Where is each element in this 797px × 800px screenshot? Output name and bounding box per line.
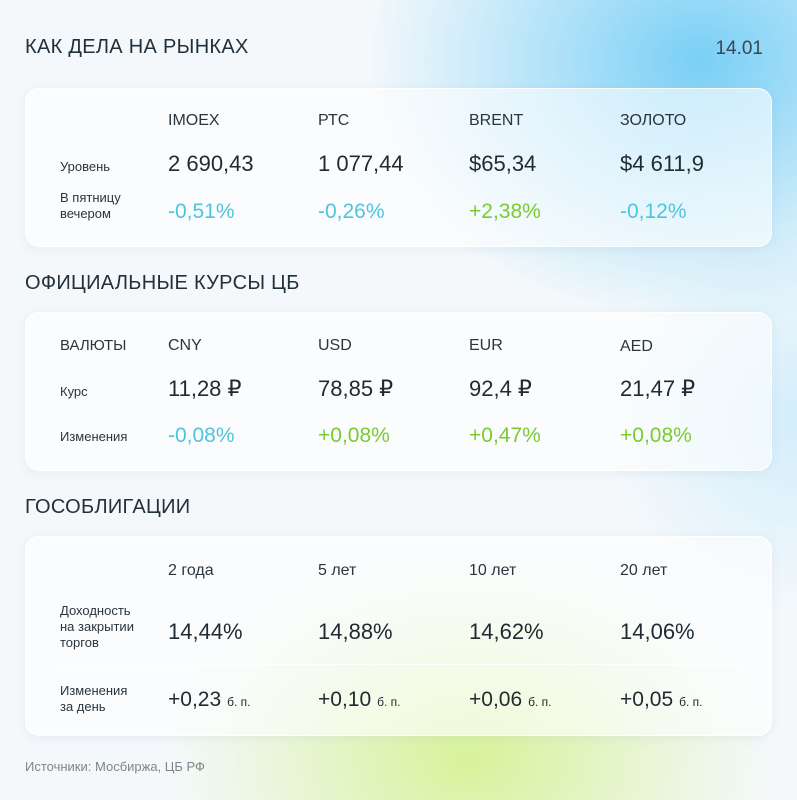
- yield-value-20y: 14,06%: [620, 619, 695, 644]
- column-header-aed: AED: [620, 338, 653, 355]
- page-title: КАК ДЕЛА НА РЫНКАХ: [25, 36, 249, 58]
- level-value-imoex: 2 690,43: [168, 151, 254, 176]
- yield-value-2y: 14,44%: [168, 619, 243, 644]
- bond-change-2y-unit: б. п.: [227, 695, 251, 709]
- bond-change-10y-value: +0,06: [469, 688, 523, 711]
- row-label-rate: Курс: [60, 384, 88, 399]
- row-label-bond-change: Изменения за день: [60, 683, 127, 715]
- bond-change-20y-unit: б. п.: [679, 695, 703, 709]
- bond-change-5y-value: +0,10: [318, 688, 372, 711]
- rate-change-eur: +0,47%: [469, 424, 541, 447]
- column-header-rts: РТС: [318, 112, 350, 129]
- column-header-cny: CNY: [168, 337, 202, 354]
- column-header-imoex: IMOEX: [168, 112, 220, 129]
- column-header-2y: 2 года: [168, 562, 214, 579]
- column-header-gold: ЗОЛОТО: [620, 112, 687, 129]
- section-title-rates: ОФИЦИАЛЬНЫЕ КУРСЫ ЦБ: [25, 272, 300, 294]
- bond-change-10y-unit: б. п.: [528, 695, 552, 709]
- row-label-yield-line1: Доходность: [60, 603, 131, 618]
- change-value-brent: +2,38%: [469, 200, 541, 223]
- row-label-change-line2: вечером: [60, 206, 111, 221]
- bond-change-10y: +0,06 б. п.: [469, 688, 552, 712]
- row-label-currencies: ВАЛЮТЫ: [60, 337, 127, 354]
- bond-change-5y: +0,10 б. п.: [318, 688, 401, 712]
- bond-change-20y: +0,05 б. п.: [620, 688, 703, 712]
- row-label-change: В пятницу вечером: [60, 190, 121, 222]
- row-label-yield: Доходность на закрытии торгов: [60, 603, 134, 651]
- yield-value-10y: 14,62%: [469, 619, 544, 644]
- column-header-eur: EUR: [469, 337, 503, 354]
- column-header-brent: BRENT: [469, 112, 524, 129]
- rate-value-usd: 78,85 ₽: [318, 376, 394, 401]
- row-label-bond-change-line1: Изменения: [60, 683, 128, 698]
- rate-change-cny: -0,08%: [168, 424, 235, 447]
- change-value-imoex: -0,51%: [168, 200, 235, 223]
- row-label-yield-line3: торгов: [60, 635, 99, 650]
- level-value-rts: 1 077,44: [318, 151, 404, 176]
- column-header-10y: 10 лет: [469, 562, 517, 579]
- sources-footer: Источники: Мосбиржа, ЦБ РФ: [25, 759, 205, 774]
- section-title-bonds: ГОСОБЛИГАЦИИ: [25, 496, 191, 518]
- row-label-level: Уровень: [60, 159, 111, 174]
- change-value-rts: -0,26%: [318, 200, 385, 223]
- level-value-gold: $4 611,9: [620, 151, 705, 176]
- row-label-yield-line2: на закрытии: [60, 619, 134, 634]
- rate-value-aed: 21,47 ₽: [620, 376, 696, 401]
- date-label: 14.01: [715, 38, 763, 59]
- bond-change-2y: +0,23 б. п.: [168, 688, 251, 712]
- yield-value-5y: 14,88%: [318, 619, 393, 644]
- bond-change-2y-value: +0,23: [168, 688, 222, 711]
- row-label-change-line1: В пятницу: [60, 190, 121, 205]
- bonds-card: 2 года 5 лет 10 лет 20 лет Доходность на…: [25, 536, 772, 736]
- row-label-bond-change-line2: за день: [60, 699, 106, 714]
- bond-change-20y-value: +0,05: [620, 688, 674, 711]
- rate-change-usd: +0,08%: [318, 424, 390, 447]
- rate-value-cny: 11,28 ₽: [168, 376, 242, 401]
- change-value-gold: -0,12%: [620, 200, 687, 223]
- markets-card: IMOEX РТС BRENT ЗОЛОТО Уровень 2 690,43 …: [25, 88, 772, 247]
- bond-change-5y-unit: б. п.: [377, 695, 401, 709]
- rates-card: ВАЛЮТЫ CNY USD EUR AED Курс 11,28 ₽ 78,8…: [25, 312, 772, 471]
- rate-change-aed: +0,08%: [620, 424, 692, 447]
- column-header-usd: USD: [318, 337, 352, 354]
- column-header-5y: 5 лет: [318, 562, 357, 579]
- row-label-rate-change: Изменения: [60, 429, 128, 444]
- column-header-20y: 20 лет: [620, 562, 668, 579]
- level-value-brent: $65,34: [469, 151, 537, 176]
- row-divider: [52, 664, 748, 665]
- rate-value-eur: 92,4 ₽: [469, 376, 532, 401]
